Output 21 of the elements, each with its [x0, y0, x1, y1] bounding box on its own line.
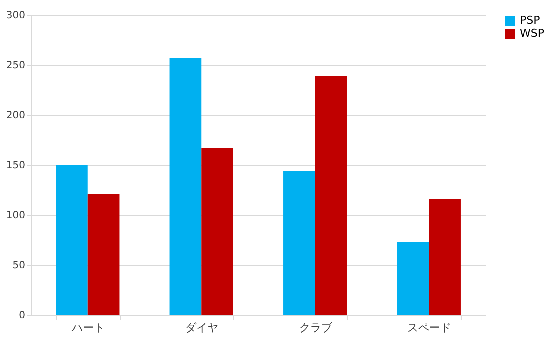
bar — [315, 76, 348, 315]
bar — [56, 165, 88, 315]
bar — [170, 58, 202, 315]
y-tick-label: 250 — [6, 60, 26, 72]
legend-label: PSP — [520, 14, 541, 27]
x-tick-label: スペード — [408, 322, 452, 334]
bar — [202, 148, 234, 315]
y-tick-label: 0 — [19, 310, 26, 322]
y-tick-label: 150 — [6, 160, 26, 172]
bar — [429, 199, 461, 315]
x-tick-label: クラブ — [299, 322, 334, 334]
y-tick-label: 50 — [12, 260, 26, 272]
y-tick-label: 300 — [6, 10, 26, 22]
bar — [397, 242, 430, 315]
legend-label: WSP — [520, 27, 545, 40]
bar — [284, 171, 316, 315]
y-tick-label: 200 — [6, 110, 26, 122]
bar — [88, 194, 120, 315]
x-tick-label: ハート — [70, 322, 105, 334]
y-tick-label: 100 — [6, 210, 26, 222]
x-tick-label: ダイヤ — [186, 322, 219, 334]
